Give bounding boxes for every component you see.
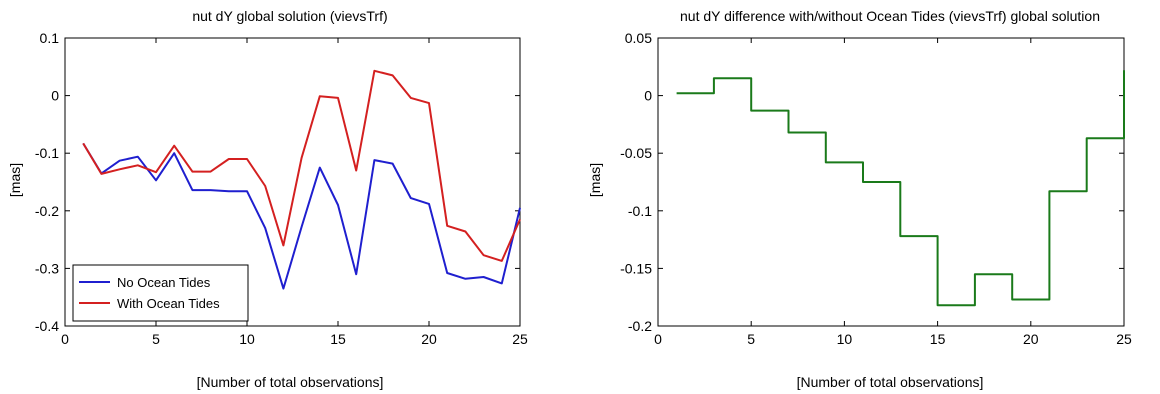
x-tick-label: 20 — [421, 331, 437, 347]
series-line-with-ocean-tides — [82, 69, 521, 262]
y-tick-label: -0.3 — [35, 260, 59, 276]
x-tick-label: 25 — [1116, 331, 1132, 347]
x-tick-label: 20 — [1023, 331, 1039, 347]
x-tick-label: 5 — [747, 331, 755, 347]
y-tick-label: 0.05 — [625, 30, 652, 46]
x-tick-label: 15 — [330, 331, 346, 347]
x-tick-label: 15 — [930, 331, 946, 347]
y-tick-label: 0 — [51, 88, 59, 104]
x-tick-label: 10 — [239, 331, 255, 347]
chart-left-y-axis-label: [mas] — [7, 163, 23, 197]
y-tick-label: -0.15 — [620, 260, 652, 276]
y-tick-label: 0.1 — [40, 30, 60, 46]
y-tick-label: 0 — [644, 88, 652, 104]
chart-left: nut dY global solution (vievsTrf) 0 5 10 15… — [7, 8, 528, 390]
chart-right-x-axis-label: [Number of total observations] — [797, 374, 984, 390]
x-tick-label: 0 — [61, 331, 69, 347]
chart-right-title: nut dY difference with/without Ocean Tid… — [680, 8, 1100, 24]
x-tick-label: 0 — [654, 331, 662, 347]
chart-left-x-axis-label: [Number of total observations] — [197, 374, 384, 390]
legend-label-no-ocean-tides: No Ocean Tides — [117, 275, 211, 290]
legend-label-with-ocean-tides: With Ocean Tides — [117, 296, 220, 311]
y-tick-label: -0.1 — [628, 203, 652, 219]
chart-right: nut dY difference with/without Ocean Tid… — [587, 8, 1132, 390]
y-tick-label: -0.1 — [35, 145, 59, 161]
chart-right-y-axis-label: [mas] — [587, 163, 603, 197]
series-line-no-ocean-tides — [82, 142, 521, 290]
y-tick-label: -0.2 — [628, 318, 652, 334]
legend-box — [72, 264, 249, 322]
y-tick-label: -0.4 — [35, 318, 59, 334]
y-tick-label: -0.2 — [35, 203, 59, 219]
series-line-series-0 — [676, 70, 1125, 307]
chart-left-legend: No Ocean Tides With Ocean Tides — [72, 264, 249, 322]
chart-left-title: nut dY global solution (vievsTrf) — [192, 8, 387, 24]
y-tick-label: -0.05 — [620, 145, 652, 161]
chart-right-plot: 0 5 10 15 20 25 -0.2 -0.15 -0.1 -0.05 0 0.05 — [620, 30, 1132, 347]
x-tick-label: 10 — [837, 331, 853, 347]
x-tick-label: 5 — [152, 331, 160, 347]
x-tick-label: 25 — [512, 331, 528, 347]
